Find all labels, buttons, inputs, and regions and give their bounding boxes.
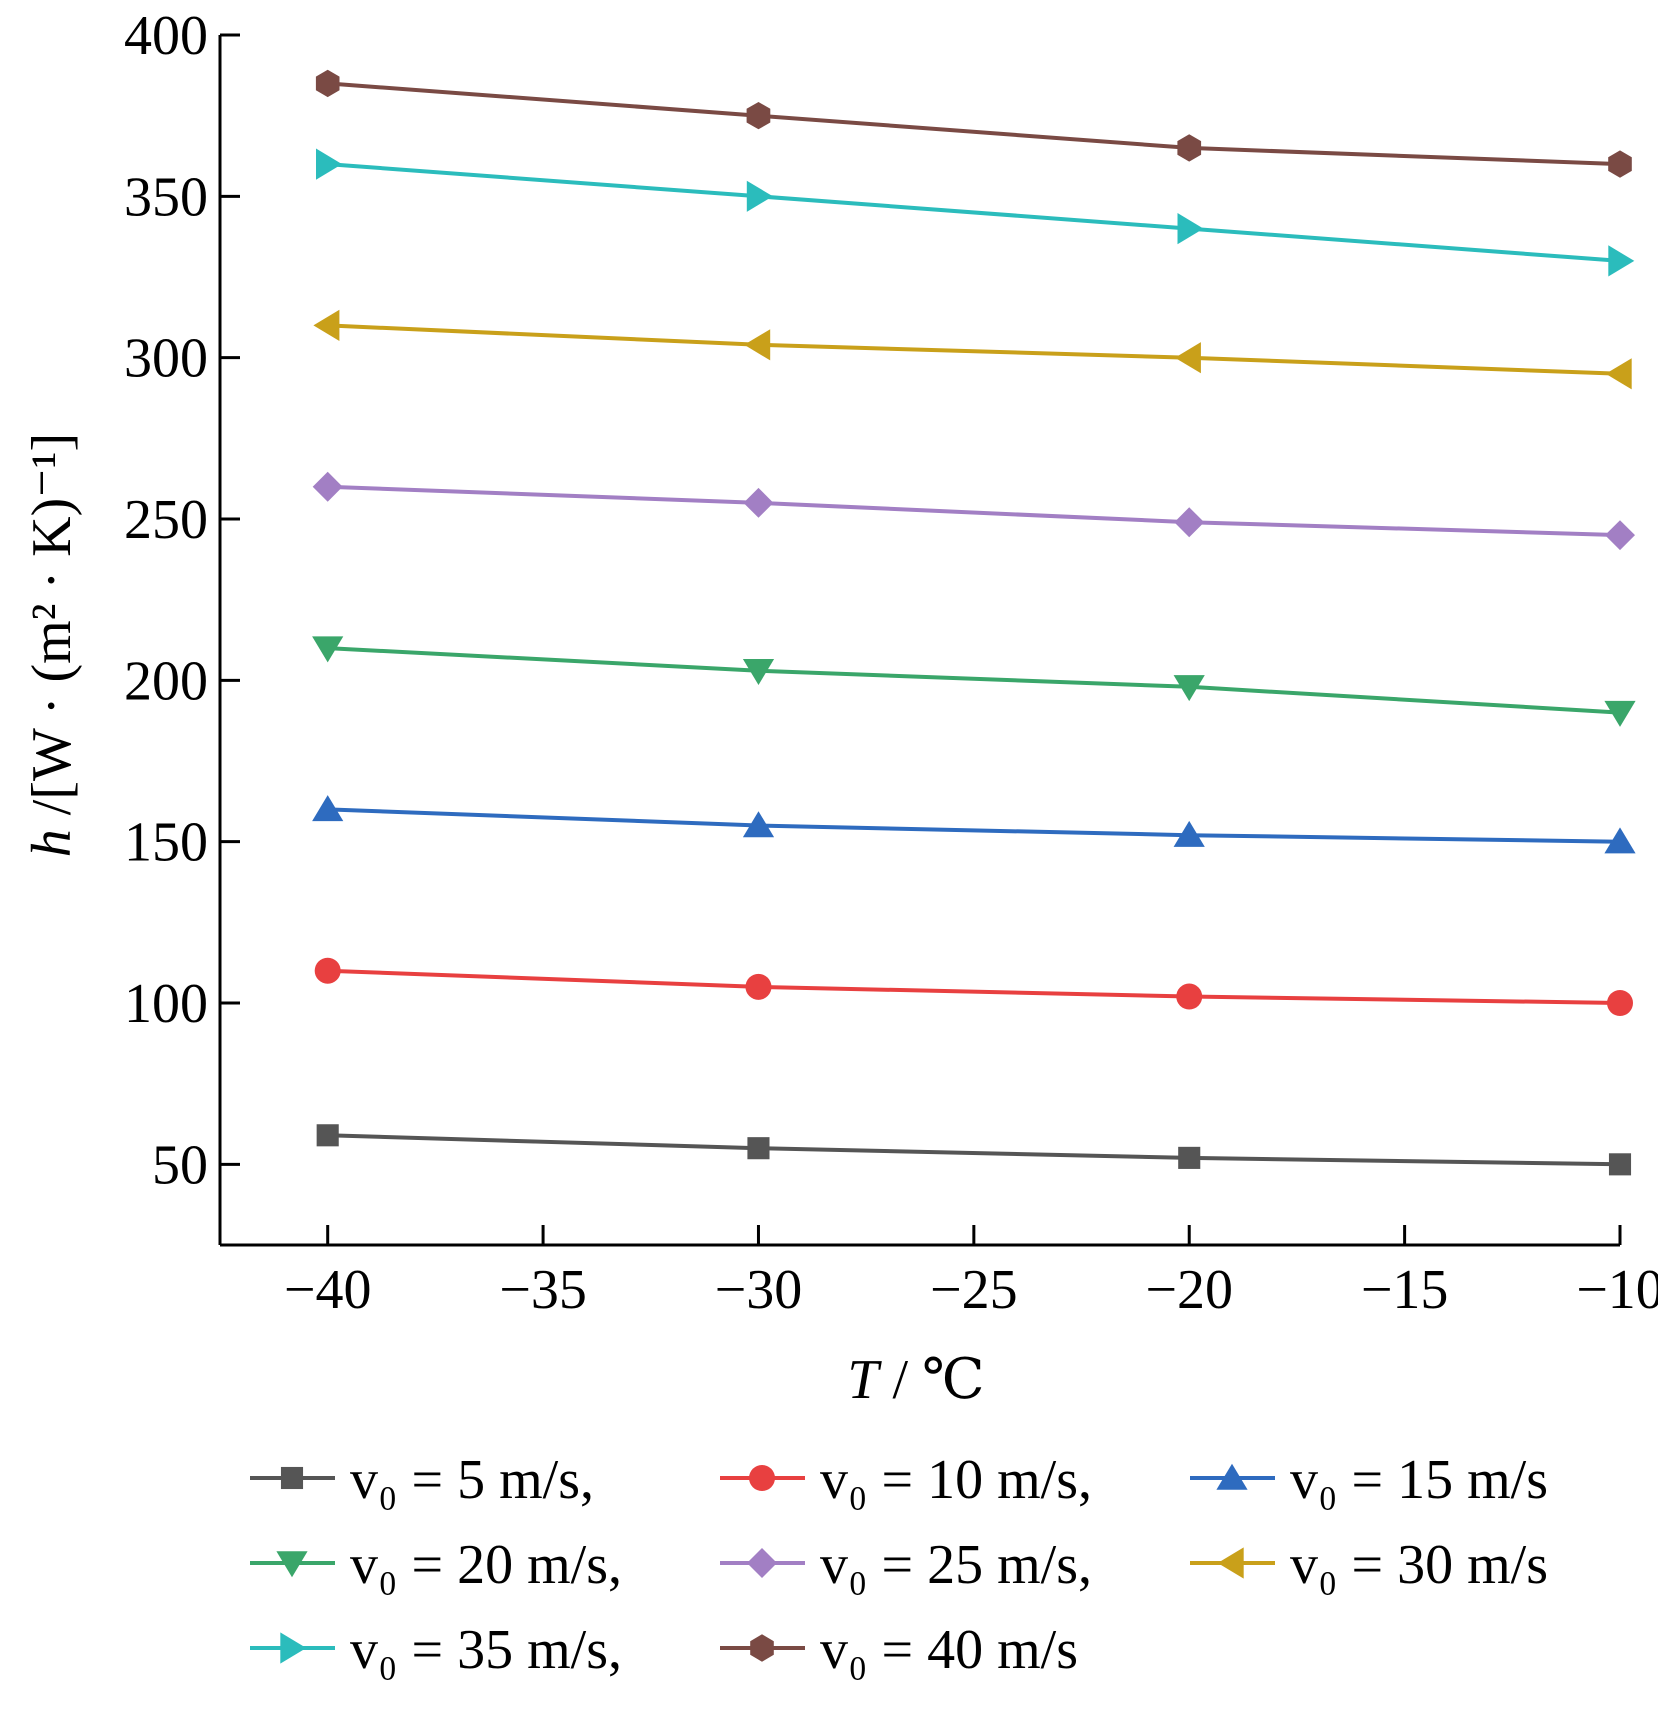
- data-point: [1608, 1153, 1632, 1176]
- data-point: [745, 973, 772, 1000]
- plot-area: [312, 69, 1636, 1176]
- data-point: [316, 1124, 339, 1147]
- y-tick-label: 100: [124, 973, 208, 1035]
- y-tick-label: 250: [124, 489, 208, 551]
- x-tick-label: −35: [499, 1259, 587, 1321]
- series-line: [327, 646, 1621, 715]
- data-point: [312, 471, 343, 502]
- data-point: [312, 795, 344, 822]
- data-point: [1607, 990, 1633, 1016]
- data-point: [747, 1137, 770, 1160]
- series-7: [315, 69, 1632, 178]
- data-point: [1174, 507, 1205, 538]
- series-2: [312, 795, 1636, 854]
- legend-label: v₀ = 10 m/s,: [820, 1449, 1092, 1511]
- data-point: [1604, 827, 1636, 854]
- legend-marker: [280, 1466, 304, 1490]
- legend-item: v₀ = 10 m/s,: [720, 1449, 1092, 1511]
- series-line: [327, 484, 1621, 538]
- x-axis-variable: T: [847, 1349, 882, 1411]
- data-point: [1608, 245, 1635, 277]
- x-tick-label: −25: [930, 1259, 1018, 1321]
- data-point: [742, 659, 775, 685]
- series-3: [312, 636, 1636, 727]
- x-tick-label: −15: [1361, 1259, 1449, 1321]
- y-tick-label: 50: [152, 1134, 208, 1196]
- y-tick-label: 150: [124, 812, 208, 874]
- series-line: [327, 807, 1621, 844]
- series-line: [327, 323, 1621, 376]
- axes: 50 100 150 200 250 300 350 400 −40 −35 −30 −25 −20 −1…: [124, 5, 1658, 1321]
- legend-label: v₀ = 35 m/s,: [350, 1619, 622, 1681]
- data-point: [315, 69, 340, 98]
- y-tick-label: 400: [124, 5, 208, 67]
- data-point: [1608, 150, 1632, 178]
- legend-label: v₀ = 40 m/s: [820, 1619, 1078, 1681]
- legend-label: v₀ = 25 m/s,: [820, 1534, 1092, 1596]
- y-tick-label: 300: [124, 328, 208, 390]
- legend-label: v₀ = 15 m/s: [1290, 1449, 1548, 1511]
- legend-marker: [1217, 1547, 1244, 1579]
- legend-marker: [749, 1465, 775, 1491]
- x-axis-unit: / ℃: [892, 1349, 984, 1411]
- data-point: [744, 329, 771, 361]
- series-line: [327, 1133, 1621, 1167]
- data-point: [313, 309, 340, 341]
- legend-item: v₀ = 5 m/s,: [250, 1449, 594, 1511]
- data-point: [1177, 213, 1204, 245]
- legend-marker: [747, 1548, 777, 1578]
- series-line: [327, 81, 1621, 167]
- legend-label: v₀ = 30 m/s: [1290, 1534, 1548, 1596]
- legend-marker: [1216, 1463, 1248, 1490]
- series-6: [316, 148, 1635, 277]
- legend-label: v₀ = 20 m/s,: [350, 1534, 622, 1596]
- series-5: [313, 309, 1632, 390]
- data-point: [312, 636, 344, 663]
- y-axis-variable: h: [21, 829, 83, 857]
- data-point: [316, 148, 342, 180]
- y-tick-label: 200: [124, 650, 208, 712]
- x-tick-label: −10: [1576, 1259, 1658, 1321]
- x-tick-label: −40: [284, 1259, 372, 1321]
- data-point: [743, 487, 774, 518]
- legend-item: v₀ = 20 m/s,: [250, 1534, 622, 1596]
- y-tick-label: 350: [124, 166, 208, 228]
- x-axis-title: T / ℃: [847, 1349, 984, 1411]
- data-point: [1177, 134, 1202, 162]
- data-point: [1173, 820, 1205, 847]
- legend: v₀ = 5 m/s, v₀ = 10 m/s, v₀ = 15 m/s v₀ = 2…: [250, 1449, 1548, 1681]
- legend-item: v₀ = 40 m/s: [720, 1619, 1078, 1681]
- legend-label: v₀ = 5 m/s,: [350, 1449, 594, 1511]
- legend-item: v₀ = 25 m/s,: [720, 1534, 1092, 1596]
- data-point: [1178, 1146, 1201, 1169]
- x-tick-label: −30: [715, 1259, 803, 1321]
- data-point: [314, 957, 341, 984]
- series-0: [316, 1124, 1632, 1176]
- legend-marker: [750, 1634, 774, 1662]
- legend-marker: [276, 1551, 308, 1578]
- data-point: [746, 180, 773, 212]
- data-point: [1173, 675, 1205, 702]
- data-point: [742, 811, 775, 838]
- series-line: [327, 162, 1621, 263]
- data-point: [1176, 983, 1203, 1010]
- legend-item: v₀ = 30 m/s: [1190, 1534, 1548, 1596]
- series-4: [312, 471, 1635, 551]
- data-point: [746, 102, 771, 130]
- data-point: [1174, 342, 1201, 374]
- series-line: [327, 968, 1621, 1005]
- data-point: [1604, 700, 1636, 727]
- data-point: [1605, 358, 1632, 390]
- y-axis-title: h /[W · (m² · K)⁻¹]: [21, 433, 83, 857]
- data-point: [1605, 520, 1635, 551]
- legend-item: v₀ = 35 m/s,: [250, 1619, 622, 1681]
- y-axis-unit: /[W · (m² · K)⁻¹]: [21, 433, 83, 815]
- x-tick-label: −20: [1145, 1259, 1233, 1321]
- legend-item: v₀ = 15 m/s: [1190, 1449, 1548, 1511]
- series-1: [314, 957, 1633, 1016]
- legend-marker: [280, 1632, 307, 1664]
